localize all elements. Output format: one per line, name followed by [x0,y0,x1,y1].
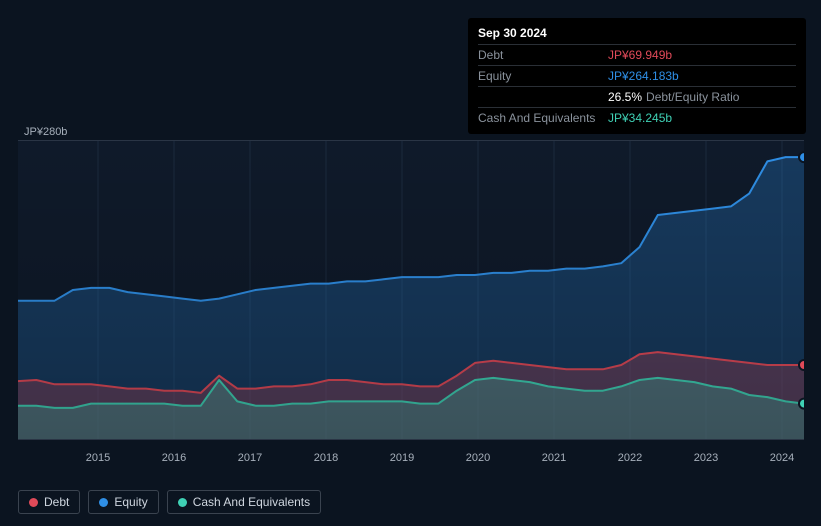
tooltip-row-value: JP¥34.245b [608,109,672,127]
tooltip-row-value: JP¥264.183b [608,67,679,85]
legend-item-equity[interactable]: Equity [88,490,158,514]
x-axis-label: 2017 [238,452,262,464]
x-axis-label: 2022 [618,452,642,464]
tooltip-row-label: Debt [478,46,608,64]
x-axis-label: 2015 [86,452,110,464]
legend-dot [99,498,108,507]
area-chart-svg [18,140,804,440]
x-axis-label: 2023 [694,452,718,464]
tooltip-row: 26.5%Debt/Equity Ratio [478,86,796,107]
tooltip-row: DebtJP¥69.949b [478,44,796,65]
legend-item-cash-and-equivalents[interactable]: Cash And Equivalents [167,490,321,514]
tooltip-row-value: JP¥69.949b [608,46,672,64]
tooltip-row-label: Equity [478,67,608,85]
tooltip-header: Sep 30 2024 [478,24,796,42]
legend-dot [29,498,38,507]
x-axis-label: 2020 [466,452,490,464]
tooltip-row: EquityJP¥264.183b [478,65,796,86]
x-axis-label: 2016 [162,452,186,464]
tooltip-row: Cash And EquivalentsJP¥34.245b [478,107,796,128]
legend-label: Debt [44,495,69,509]
y-axis-top-label: JP¥280b [24,126,67,138]
x-axis-label: 2021 [542,452,566,464]
x-axis-label: 2024 [770,452,794,464]
legend-item-debt[interactable]: Debt [18,490,80,514]
chart-tooltip: Sep 30 2024 DebtJP¥69.949bEquityJP¥264.1… [468,18,806,134]
legend-label: Cash And Equivalents [193,495,310,509]
legend-label: Equity [114,495,147,509]
tooltip-row-value: 26.5% [608,88,642,106]
legend-dot [178,498,187,507]
tooltip-row-sublabel: Debt/Equity Ratio [646,88,739,106]
tooltip-row-label: Cash And Equivalents [478,109,608,127]
tooltip-row-label [478,88,608,106]
chart-area[interactable] [18,140,804,444]
x-axis-label: 2018 [314,452,338,464]
x-axis-label: 2019 [390,452,414,464]
legend: Debt Equity Cash And Equivalents [18,490,321,514]
